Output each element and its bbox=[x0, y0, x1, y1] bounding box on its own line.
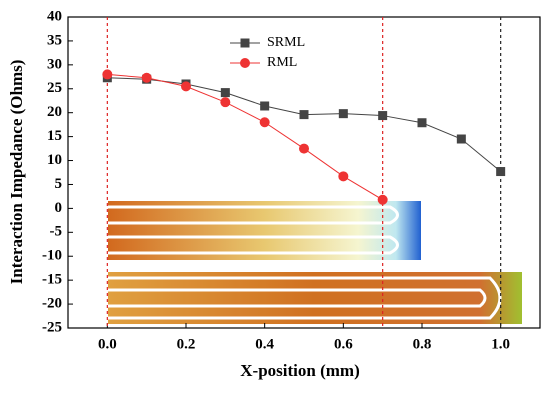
marker bbox=[338, 171, 349, 182]
inset-top-guides bbox=[108, 205, 399, 255]
legend-label: RML bbox=[267, 55, 297, 70]
inset-images bbox=[108, 201, 522, 324]
marker bbox=[181, 81, 191, 92]
marker bbox=[417, 118, 427, 128]
x-tick-label: 0.4 bbox=[255, 336, 274, 352]
y-tick-label: 15 bbox=[47, 128, 62, 144]
x-tick-label: 0.0 bbox=[98, 336, 117, 352]
marker bbox=[141, 72, 152, 83]
plot-frame bbox=[67, 16, 541, 329]
inset-top bbox=[108, 201, 421, 260]
marker bbox=[102, 69, 113, 80]
y-tick-label: 30 bbox=[47, 56, 62, 72]
y-axis-label: Interaction Impedance (Ohms) bbox=[7, 60, 26, 285]
legend-marker bbox=[240, 58, 250, 68]
x-tick-label: 1.0 bbox=[491, 336, 510, 352]
x-tick-label: 0.6 bbox=[334, 336, 353, 352]
marker bbox=[456, 134, 466, 144]
x-axis-label: X-position (mm) bbox=[240, 361, 359, 380]
y-tick-label: -10 bbox=[42, 248, 62, 264]
series-line bbox=[107, 77, 501, 172]
y-tick-label: 5 bbox=[55, 176, 63, 192]
marker bbox=[299, 143, 309, 154]
marker bbox=[338, 109, 348, 119]
y-tick-label: 20 bbox=[47, 104, 62, 120]
y-tick-label: 40 bbox=[47, 8, 62, 24]
marker bbox=[377, 194, 388, 205]
marker bbox=[496, 167, 506, 177]
y-tick-label: 25 bbox=[47, 80, 62, 96]
inset-bottom bbox=[108, 272, 522, 324]
marker bbox=[260, 101, 270, 111]
legend-label: SRML bbox=[267, 35, 305, 50]
x-tick-label: 0.8 bbox=[413, 336, 432, 352]
marker bbox=[378, 111, 388, 121]
marker bbox=[220, 88, 230, 98]
inset-bottom-guides bbox=[108, 276, 502, 320]
marker bbox=[259, 117, 270, 128]
y-tick-label: 10 bbox=[47, 152, 62, 168]
y-tick-label: -20 bbox=[42, 296, 62, 312]
x-tick-label: 0.2 bbox=[177, 336, 196, 352]
y-tick-label: 35 bbox=[47, 32, 62, 48]
marker bbox=[299, 110, 309, 120]
series-line bbox=[107, 73, 383, 201]
marker bbox=[220, 97, 231, 108]
y-tick-label: 0 bbox=[55, 200, 63, 216]
y-tick-label: -25 bbox=[42, 319, 62, 335]
y-tick-label: -5 bbox=[50, 224, 63, 240]
y-tick-label: -15 bbox=[42, 272, 62, 288]
legend-marker bbox=[240, 38, 250, 48]
